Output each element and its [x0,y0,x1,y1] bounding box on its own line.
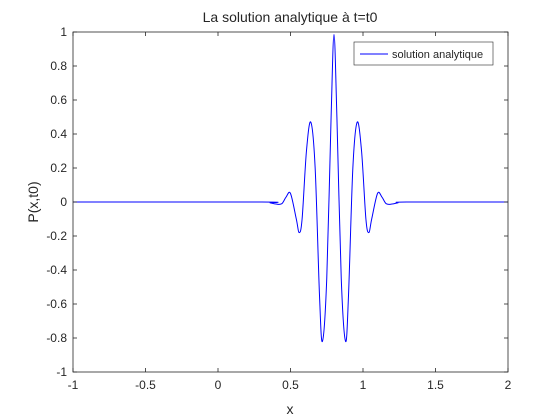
y-axis-label: P(x,t0) [25,181,41,222]
y-tick-label: -0.8 [46,331,67,345]
y-tick-label: 0 [60,195,67,209]
y-tick-label: -0.4 [46,263,67,277]
legend-box [353,41,494,66]
x-tick-label: 0.5 [282,378,299,392]
y-tick-label: 0.4 [50,127,67,141]
y-tick-label: -1 [56,365,67,379]
chart-title: La solution analytique à t=t0 [203,9,378,25]
ticks-layer: -1 -0.5 0 0.5 1 1.5 2 -1 -0.8 -0.6 -0.4 -0.2 0 0.2 0.4… [46,25,511,392]
x-tick-label: -1 [68,378,79,392]
x-axis-label: x [287,401,294,417]
y-tick-label: 0.8 [50,59,67,73]
y-tick-label: -0.2 [46,229,67,243]
legend: solution analytique [353,41,494,66]
x-tick-label: 1 [360,378,367,392]
series-layer [72,34,509,342]
x-tick-label: -0.5 [135,378,156,392]
series-line-0 [72,34,509,342]
x-tick-label: 1.5 [427,378,444,392]
legend-label: solution analytique [392,49,483,61]
y-tick-label: 0.6 [50,93,67,107]
y-tick-label: -0.6 [46,297,67,311]
y-tick-label: 0.2 [50,161,67,175]
x-tick-label: 2 [505,378,512,392]
x-tick-label: 0 [215,378,222,392]
axes-box [72,31,509,373]
y-tick-label: 1 [60,25,67,39]
